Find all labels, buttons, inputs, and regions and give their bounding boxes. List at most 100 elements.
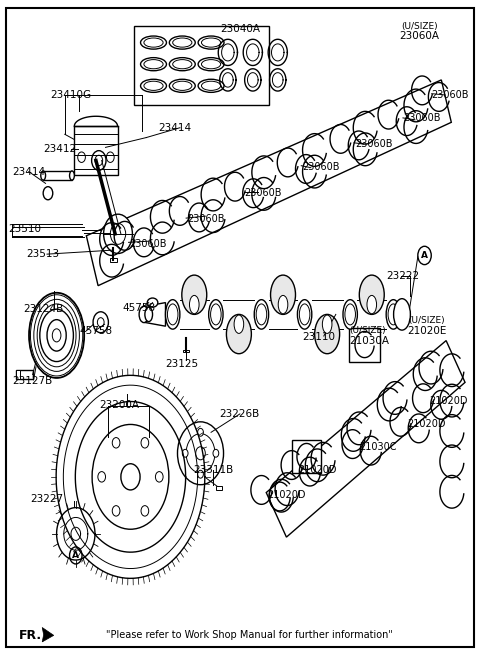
Text: 23060B: 23060B: [355, 139, 393, 149]
Circle shape: [93, 312, 108, 333]
Text: 21020E: 21020E: [407, 326, 446, 337]
Circle shape: [141, 506, 149, 516]
Text: 23227: 23227: [30, 494, 63, 504]
Ellipse shape: [367, 295, 377, 314]
Text: 23510: 23510: [9, 224, 42, 234]
Circle shape: [78, 152, 85, 162]
Ellipse shape: [52, 329, 61, 342]
Circle shape: [104, 214, 132, 253]
Circle shape: [196, 447, 205, 460]
Ellipse shape: [211, 304, 221, 325]
Ellipse shape: [278, 295, 288, 314]
Text: 23060A: 23060A: [400, 31, 440, 41]
Circle shape: [178, 422, 224, 485]
Ellipse shape: [343, 299, 358, 329]
Bar: [43, 171, 72, 180]
Text: 23200A: 23200A: [99, 400, 139, 410]
Ellipse shape: [315, 314, 340, 354]
Text: "Please refer to Work Shop Manual for further information": "Please refer to Work Shop Manual for fu…: [106, 630, 393, 641]
Circle shape: [112, 506, 120, 516]
Ellipse shape: [227, 314, 252, 354]
Ellipse shape: [41, 171, 46, 180]
Text: 23110: 23110: [302, 332, 335, 343]
Bar: [292, 440, 322, 473]
Text: 23060B: 23060B: [130, 238, 167, 249]
Text: 21020D: 21020D: [407, 419, 445, 430]
Ellipse shape: [47, 320, 66, 351]
Ellipse shape: [70, 171, 74, 180]
Text: 23513: 23513: [26, 249, 60, 259]
Circle shape: [112, 438, 120, 448]
Text: 23060B: 23060B: [432, 90, 469, 100]
Ellipse shape: [271, 275, 296, 314]
Ellipse shape: [388, 304, 398, 325]
Ellipse shape: [139, 306, 149, 322]
Text: (U/SIZE): (U/SIZE): [408, 316, 445, 326]
Bar: [216, 486, 222, 490]
Ellipse shape: [360, 275, 384, 314]
Text: 23060B: 23060B: [245, 188, 282, 198]
Ellipse shape: [182, 275, 207, 314]
Text: 23127B: 23127B: [12, 376, 52, 386]
Text: 23124B: 23124B: [23, 304, 63, 314]
Text: A: A: [421, 251, 428, 260]
Ellipse shape: [386, 299, 400, 329]
Text: 23060B: 23060B: [403, 113, 441, 123]
Bar: [74, 126, 118, 175]
Circle shape: [198, 428, 204, 436]
Circle shape: [156, 472, 163, 482]
Ellipse shape: [145, 307, 153, 322]
Polygon shape: [266, 341, 465, 537]
Ellipse shape: [234, 315, 244, 333]
Text: 21020D: 21020D: [429, 396, 468, 406]
Ellipse shape: [29, 293, 84, 378]
Polygon shape: [42, 627, 54, 642]
Text: (U/SIZE): (U/SIZE): [401, 22, 438, 31]
Text: 45758: 45758: [122, 303, 156, 313]
Text: 45758: 45758: [79, 326, 112, 336]
Text: 21020D: 21020D: [299, 465, 337, 476]
Ellipse shape: [166, 299, 180, 329]
Bar: [183, 350, 190, 352]
Bar: [349, 328, 381, 362]
Circle shape: [121, 464, 140, 490]
Ellipse shape: [168, 304, 178, 325]
Circle shape: [97, 318, 104, 327]
Text: 23414: 23414: [12, 166, 45, 177]
Text: 21030C: 21030C: [359, 441, 396, 452]
Text: 21030A: 21030A: [349, 335, 389, 346]
Text: 23311B: 23311B: [193, 465, 234, 476]
Circle shape: [213, 449, 219, 457]
Ellipse shape: [323, 315, 332, 333]
Ellipse shape: [209, 299, 223, 329]
Bar: [16, 370, 33, 379]
Polygon shape: [86, 80, 451, 286]
Circle shape: [107, 152, 114, 162]
Text: 23222: 23222: [386, 271, 420, 282]
Ellipse shape: [298, 299, 312, 329]
Ellipse shape: [394, 299, 410, 330]
Circle shape: [43, 187, 53, 200]
Circle shape: [182, 449, 188, 457]
Text: 23060B: 23060B: [187, 214, 225, 225]
Text: 23040A: 23040A: [220, 24, 260, 35]
Ellipse shape: [300, 304, 310, 325]
Text: FR.: FR.: [19, 629, 42, 642]
Text: 23060B: 23060B: [302, 162, 340, 172]
Ellipse shape: [147, 298, 158, 307]
Circle shape: [186, 434, 215, 473]
Circle shape: [98, 472, 106, 482]
Circle shape: [92, 424, 169, 529]
Circle shape: [198, 470, 204, 478]
Text: 23412: 23412: [43, 144, 76, 155]
Polygon shape: [144, 303, 166, 326]
Text: (U/SIZE): (U/SIZE): [349, 326, 386, 335]
Ellipse shape: [190, 295, 199, 314]
Circle shape: [92, 151, 106, 170]
Text: 23410G: 23410G: [50, 90, 92, 100]
Text: 21020D: 21020D: [268, 489, 306, 500]
Ellipse shape: [40, 309, 73, 362]
Text: 23414: 23414: [158, 122, 192, 133]
Circle shape: [110, 223, 126, 244]
Circle shape: [95, 155, 103, 166]
